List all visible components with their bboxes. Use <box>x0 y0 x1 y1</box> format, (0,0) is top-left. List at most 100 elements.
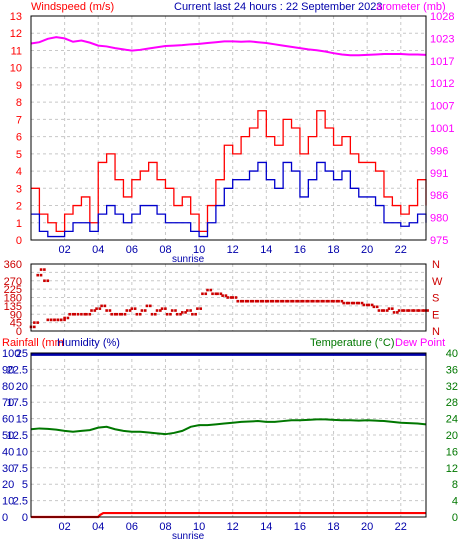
direction-panel-series <box>29 268 429 329</box>
wind-direction-point <box>73 312 77 316</box>
wind-direction-point <box>423 309 426 312</box>
direction-compass-label: N <box>432 259 440 271</box>
wind-direction-point <box>301 299 305 303</box>
wind-direction-point <box>39 273 43 277</box>
wind-direction-point <box>275 299 278 303</box>
wind-direction-point <box>59 318 63 322</box>
direction-degree-label: 45 <box>10 318 22 330</box>
wind-direction-point <box>330 299 334 303</box>
wind-direction-point <box>407 309 411 312</box>
windspeed-axis-title: Windspeed (m/s) <box>31 1 114 13</box>
rainfall-tick-label: 0 <box>22 512 28 524</box>
wind-direction-point <box>155 309 159 312</box>
temperature-axis-title: Temperature (°C) <box>310 337 394 349</box>
wind-direction-point <box>175 312 179 316</box>
wind-direction-point <box>295 299 298 303</box>
wind-direction-point <box>402 309 406 312</box>
wind-direction-point <box>120 312 124 316</box>
wind-direction-point <box>201 292 204 296</box>
wind-direction-point <box>68 312 71 316</box>
wind-direction-point <box>355 301 359 305</box>
wind-direction-point <box>204 292 208 296</box>
wind-direction-point <box>33 321 36 324</box>
wind-direction-point <box>186 309 189 312</box>
wind-direction-point <box>241 299 245 303</box>
wind-gust-line <box>31 110 427 233</box>
temperature-tick-label: 40 <box>446 348 458 360</box>
wind-direction-point <box>36 321 39 324</box>
wind-direction-point <box>110 312 113 316</box>
windspeed-tick-label: 9 <box>16 80 22 92</box>
wind-direction-point <box>251 299 255 303</box>
wind-direction-point <box>229 296 233 299</box>
wind-direction-point <box>189 309 192 312</box>
wind-direction-point <box>377 309 381 312</box>
wind-direction-point <box>406 309 409 312</box>
rainfall-tick-labels: 0 2.5 5 7.5 10 12.5 15 17.5 20 22.5 25 <box>7 348 28 524</box>
wind-direction-point <box>259 299 263 303</box>
wind-direction-point <box>375 305 379 309</box>
direction-degree-label: 135 <box>4 301 22 313</box>
wind-average-line <box>31 161 427 238</box>
wind-direction-point <box>148 304 152 308</box>
wind-direction-point <box>93 309 97 312</box>
wind-direction-point <box>128 309 132 312</box>
wind-direction-point <box>372 305 376 309</box>
hour-tick-label: 02 <box>58 244 70 256</box>
wind-direction-point <box>360 301 364 305</box>
temperature-tick-label: 16 <box>446 446 458 458</box>
wind-direction-point <box>98 307 102 310</box>
climate-panel-hour-labels: 02 04 06 08 10 12 14 16 18 20 22 <box>58 521 406 533</box>
direction-degree-label: 180 <box>4 293 22 305</box>
direction-degree-label: 225 <box>4 284 22 296</box>
wind-direction-point <box>246 299 250 303</box>
wind-direction-point <box>33 325 36 329</box>
humidity-tick-label: 0 <box>2 512 8 524</box>
wind-direction-point <box>332 299 335 303</box>
windspeed-tick-label: 6 <box>16 132 22 144</box>
wind-direction-point <box>194 312 197 316</box>
direction-compass-label: N <box>432 326 440 338</box>
wind-direction-point <box>95 307 98 310</box>
wind-direction-point <box>401 309 404 312</box>
hour-tick-label: 02 <box>58 521 70 533</box>
direction-degree-label: 270 <box>4 276 22 288</box>
wind-direction-point <box>325 299 329 303</box>
rainfall-tick-label: 2.5 <box>13 496 28 508</box>
wind-direction-point <box>276 299 280 303</box>
wind-direction-point <box>160 307 164 310</box>
rainfall-tick-label: 5 <box>22 479 28 491</box>
temperature-tick-label: 4 <box>452 496 458 508</box>
direction-compass-label: W <box>432 276 443 288</box>
wind-direction-point <box>335 299 339 303</box>
wind-direction-point <box>239 299 243 303</box>
wind-direction-point <box>83 312 87 316</box>
windspeed-tick-label: 13 <box>10 11 22 23</box>
barometer-tick-label: 986 <box>430 190 448 202</box>
wind-direction-point <box>226 296 229 299</box>
wind-direction-point <box>391 307 394 310</box>
wind-direction-point <box>315 299 318 303</box>
hour-tick-label: 10 <box>193 244 205 256</box>
temperature-tick-label: 12 <box>446 463 458 475</box>
wind-direction-point <box>214 292 218 296</box>
wind-direction-point <box>367 303 371 307</box>
wind-direction-point <box>221 294 224 297</box>
wind-direction-point <box>108 309 112 312</box>
wind-direction-point <box>342 301 345 305</box>
wind-direction-point <box>154 312 157 316</box>
wind-direction-point <box>357 301 361 305</box>
hour-tick-label: 18 <box>327 521 339 533</box>
hour-tick-label: 22 <box>395 244 407 256</box>
wind-direction-point <box>88 312 92 316</box>
humidity-tick-label: 60 <box>2 414 14 426</box>
direction-compass-label: E <box>432 309 439 321</box>
wind-panel-sunrise-label: sunrise <box>172 254 205 265</box>
wind-direction-point <box>291 299 295 303</box>
wind-direction-point <box>140 309 144 312</box>
rainfall-tick-label: 22.5 <box>7 364 28 376</box>
wind-direction-point <box>322 299 325 303</box>
hour-tick-label: 20 <box>361 521 373 533</box>
wind-direction-point <box>133 307 137 310</box>
